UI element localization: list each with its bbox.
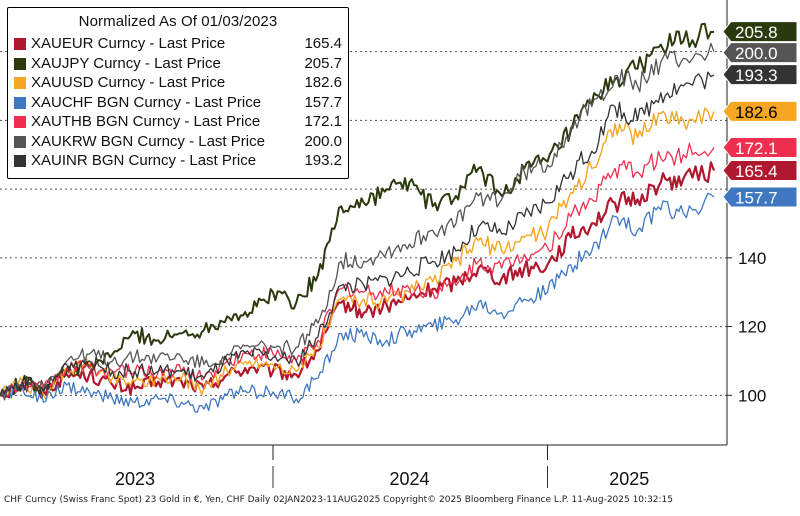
value-tag: 200.0 xyxy=(722,42,798,64)
value-tag-label: 200.0 xyxy=(735,44,778,63)
legend-item: XAUINR BGN Curncy - Last Price 193.2 xyxy=(13,152,342,172)
value-tag-box xyxy=(722,100,798,122)
value-tag: 172.1 xyxy=(722,136,798,158)
legend-swatch xyxy=(14,77,26,89)
x-tick-label: 2024 xyxy=(389,469,429,489)
value-tag-label: 157.7 xyxy=(735,188,778,207)
value-tag: 157.7 xyxy=(722,186,798,208)
legend-swatch xyxy=(14,96,26,109)
legend-series-name: XAUUSD Curncy - Last Price xyxy=(31,74,226,91)
legend-title: Normalized As Of 01/03/2023 xyxy=(78,13,278,30)
legend-item: XAUJPY Curncy - Last Price 205.7 xyxy=(13,55,342,75)
legend-swatch xyxy=(14,116,26,128)
legend-series-value: 165.4 xyxy=(304,35,342,52)
y-tick-label: 140 xyxy=(738,249,766,268)
legend-series-name: XAUKRW BGN Curncy - Last Price xyxy=(31,132,265,150)
legend-series-value: 157.7 xyxy=(304,93,342,111)
legend-swatch xyxy=(14,135,26,148)
series-line xyxy=(0,142,715,397)
value-tag: 182.6 xyxy=(722,100,798,122)
legend-series-name: XAUEUR Curncy - Last Price xyxy=(31,35,226,52)
y-tick-label: 120 xyxy=(738,318,766,337)
value-tag-box xyxy=(722,160,798,181)
value-tag: 165.4 xyxy=(722,160,798,181)
legend-series-value: 172.1 xyxy=(304,113,342,130)
value-tag-layer: 205.8 200.0 193.3 182.6 172.1 165.4 157.7 xyxy=(722,21,798,208)
value-tag-label: 205.8 xyxy=(735,23,778,42)
legend-item: XAUKRW BGN Curncy - Last Price 200.0 xyxy=(13,133,342,153)
legend-series-value: 200.0 xyxy=(304,132,342,150)
legend: Normalized As Of 01/03/2023 XAUEUR Curnc… xyxy=(7,7,349,179)
legend-list: XAUEUR Curncy - Last Price 165.4 XAUJPY Cu… xyxy=(13,35,342,172)
value-tag-box xyxy=(722,21,798,43)
value-tag-box xyxy=(722,186,798,208)
series-line xyxy=(0,107,715,400)
legend-series-value: 193.2 xyxy=(304,152,342,169)
series-line xyxy=(0,192,715,413)
value-tag-box xyxy=(722,64,798,86)
value-tag: 205.8 xyxy=(722,21,798,43)
footer-source: CHF Curncy (Swiss Franc Spot) 23 Gold in… xyxy=(4,495,674,505)
value-tag: 193.3 xyxy=(722,64,798,86)
value-tag-label: 193.3 xyxy=(735,66,778,85)
x-tick-label: 2023 xyxy=(115,469,155,489)
legend-series-name: XAUJPY Curncy - Last Price xyxy=(31,54,221,72)
legend-item: XAUEUR Curncy - Last Price 165.4 xyxy=(13,35,342,55)
series-line xyxy=(0,22,715,397)
legend-item: XAUCHF BGN Curncy - Last Price 157.7 xyxy=(13,94,342,114)
legend-series-name: XAUINR BGN Curncy - Last Price xyxy=(31,152,257,169)
value-tag-label: 182.6 xyxy=(735,103,778,122)
legend-series-value: 205.7 xyxy=(304,54,342,72)
value-tag-box xyxy=(722,42,798,64)
series-line xyxy=(0,42,715,401)
legend-item: XAUTHB BGN Curncy - Last Price 172.1 xyxy=(13,113,342,133)
legend-item: XAUUSD Curncy - Last Price 182.6 xyxy=(13,74,342,94)
legend-swatch xyxy=(14,38,26,50)
value-tag-label: 172.1 xyxy=(735,139,778,158)
y-tick-label: 100 xyxy=(738,386,766,405)
legend-series-name: XAUCHF BGN Curncy - Last Price xyxy=(31,93,262,111)
value-tag-label: 165.4 xyxy=(735,162,778,181)
x-tick-label: 2025 xyxy=(609,469,649,489)
legend-series-name: XAUTHB BGN Curncy - Last Price xyxy=(31,113,261,130)
series-line xyxy=(0,71,715,396)
legend-swatch xyxy=(14,57,26,70)
legend-series-value: 182.6 xyxy=(304,74,342,91)
series-line xyxy=(0,161,716,399)
series-layer xyxy=(0,22,716,413)
value-tag-box xyxy=(722,136,798,158)
legend-swatch xyxy=(14,155,26,167)
